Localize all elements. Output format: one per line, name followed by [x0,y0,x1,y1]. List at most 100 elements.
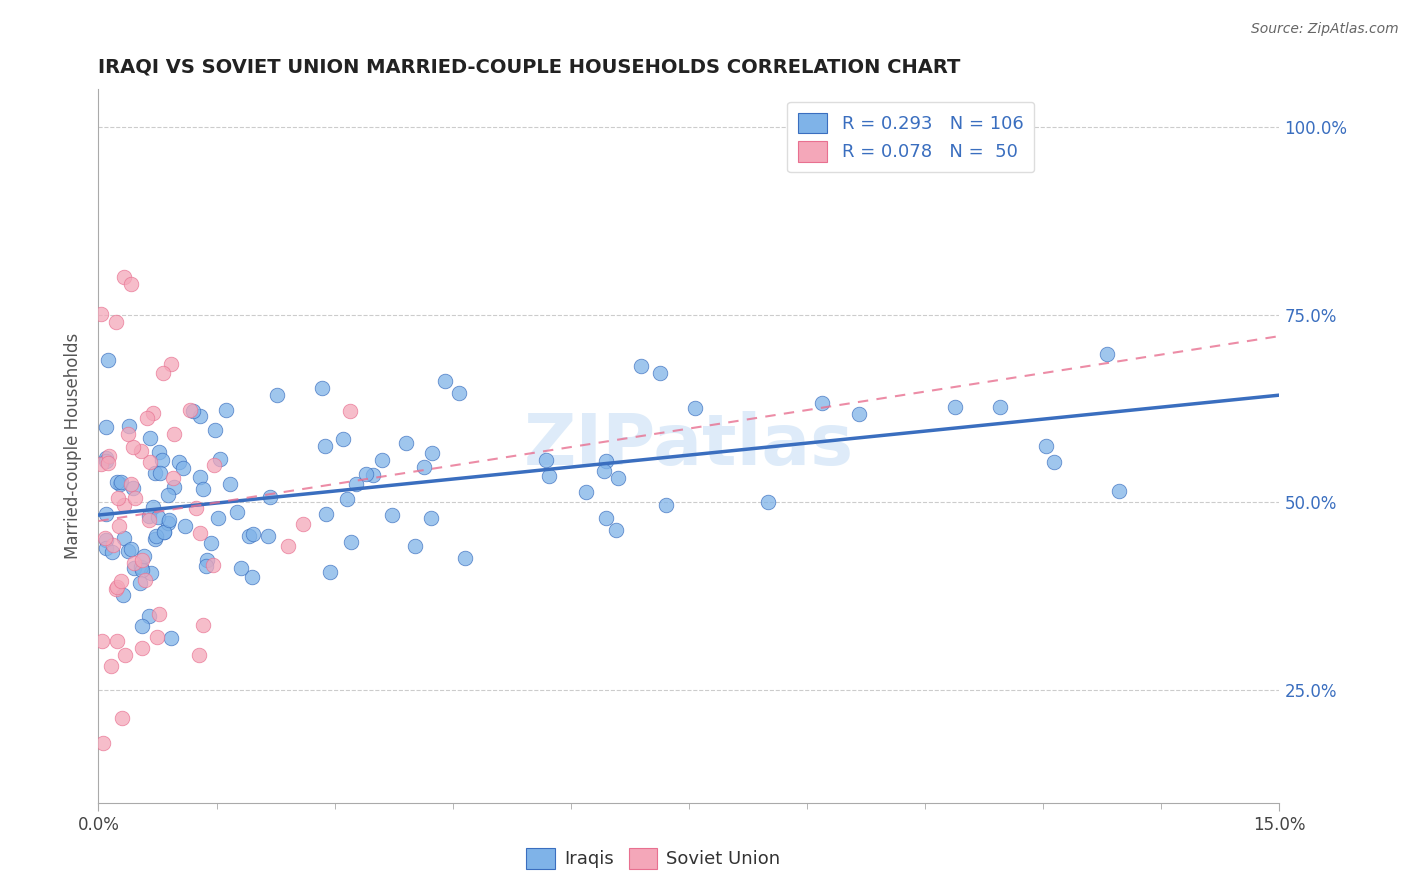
Point [120,541,142,556]
Point [101,545,124,559]
Point [145,630,167,644]
Point [96,450,118,465]
Point [200,535,222,549]
Point [149,467,172,481]
Point [100,659,122,673]
Point [120,477,142,491]
Point [648,366,671,380]
Point [122,561,145,575]
Point [112,270,135,285]
Point [146,510,169,524]
Point [943,401,966,415]
Point [336,492,359,507]
Point [122,440,145,454]
Point [105,634,128,648]
Point [195,552,218,566]
Point [202,458,225,472]
Point [433,374,456,388]
Point [315,508,337,522]
Point [420,446,443,460]
Point [97,353,120,368]
Point [404,539,426,553]
Point [172,460,194,475]
Point [370,453,392,467]
Point [1108,483,1130,498]
Point [104,582,127,596]
Point [630,359,652,374]
Point [277,539,299,553]
Point [454,550,477,565]
Point [159,357,181,371]
Point [534,453,557,467]
Point [124,556,146,570]
Point [183,404,205,418]
Point [188,526,211,541]
Legend: Iraqis, Soviet Union: Iraqis, Soviet Union [519,840,787,876]
Point [756,495,779,509]
Point [291,516,314,531]
Point [104,315,127,329]
Point [101,538,124,552]
Point [259,490,281,504]
Point [208,451,231,466]
Point [150,453,173,467]
Point [318,565,340,579]
Point [134,574,156,588]
Point [381,508,404,522]
Point [142,500,165,514]
Point [110,574,132,588]
Point [108,477,131,491]
Point [138,513,160,527]
Point [142,406,165,420]
Point [91,736,114,750]
Point [339,404,361,418]
Point [595,511,617,525]
Point [607,471,630,485]
Point [538,468,561,483]
Point [96,420,118,434]
Point [188,470,211,484]
Point [655,498,678,512]
Point [1095,347,1118,361]
Point [131,563,153,577]
Point [447,386,470,401]
Point [162,471,184,485]
Point [191,618,214,632]
Point [990,400,1012,414]
Point [420,510,443,524]
Point [131,553,153,567]
Point [184,500,207,515]
Point [117,544,139,558]
Point [96,507,118,521]
Point [240,570,263,584]
Point [98,449,121,463]
Point [314,439,336,453]
Point [340,534,363,549]
Point [361,468,384,483]
Point [117,427,139,442]
Point [105,580,128,594]
Point [207,511,229,525]
Point [91,634,114,648]
Point [112,498,135,512]
Point [311,381,333,395]
Point [129,444,152,458]
Point [344,477,367,491]
Point [153,524,176,539]
Point [138,609,160,624]
Point [413,459,436,474]
Point [94,532,117,546]
Text: ZIPatlas: ZIPatlas [524,411,853,481]
Point [148,607,170,622]
Point [145,466,167,480]
Point [179,402,201,417]
Point [143,532,166,546]
Point [157,513,180,527]
Point [215,403,238,417]
Point [332,433,354,447]
Point [112,531,135,545]
Point [683,401,706,416]
Point [605,524,627,538]
Point [96,541,118,556]
Point [174,519,197,533]
